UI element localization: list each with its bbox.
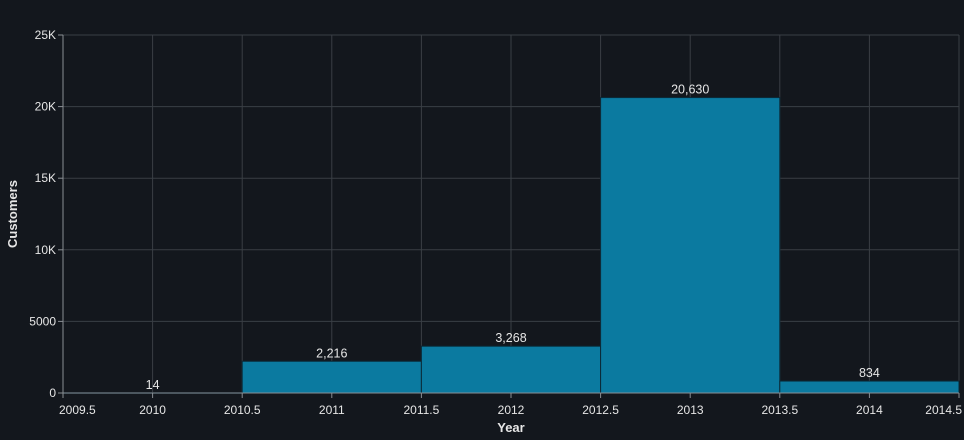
x-tick-label: 2009.5 bbox=[59, 403, 96, 417]
y-tick-label: 20K bbox=[35, 100, 56, 114]
x-axis-title: Year bbox=[497, 420, 524, 435]
x-tick-label: 2011.5 bbox=[403, 403, 439, 417]
x-tick-label: 2010.5 bbox=[224, 403, 261, 417]
y-tick-label: 5000 bbox=[29, 314, 56, 328]
data-label-2012: 3,268 bbox=[495, 331, 526, 345]
y-tick-label: 25K bbox=[35, 28, 56, 42]
data-label-2011: 2,216 bbox=[316, 346, 347, 360]
bar-2014 bbox=[779, 380, 960, 394]
y-tick-label: 10K bbox=[35, 243, 56, 257]
axes: 0 5000 10K 15K 20K 25K 2009.5 2010 2010.5 2011 201… bbox=[29, 28, 962, 417]
x-tick-label: 2012.5 bbox=[582, 403, 619, 417]
x-tick-label: 2011 bbox=[319, 403, 345, 417]
data-label-2014: 834 bbox=[859, 366, 880, 380]
x-tick-label: 2014.5 bbox=[925, 403, 962, 417]
x-tick-label: 2012 bbox=[498, 403, 525, 417]
x-tick-label: 2014 bbox=[856, 403, 883, 417]
y-tick-label: 15K bbox=[35, 171, 56, 185]
x-tick-label: 2013.5 bbox=[761, 403, 798, 417]
x-tick-label: 2013 bbox=[677, 403, 704, 417]
y-axis-title: Customers bbox=[5, 180, 20, 248]
y-tick-label: 0 bbox=[49, 386, 56, 400]
bar-2013 bbox=[600, 97, 781, 394]
x-tick-label: 2010 bbox=[139, 403, 166, 417]
data-label-2013: 20,630 bbox=[671, 83, 709, 97]
bar-2012 bbox=[420, 345, 602, 394]
data-label-2010: 14 bbox=[146, 378, 160, 392]
bar-2011 bbox=[241, 360, 422, 394]
data-labels: 14 2,216 3,268 20,630 834 bbox=[146, 83, 880, 392]
